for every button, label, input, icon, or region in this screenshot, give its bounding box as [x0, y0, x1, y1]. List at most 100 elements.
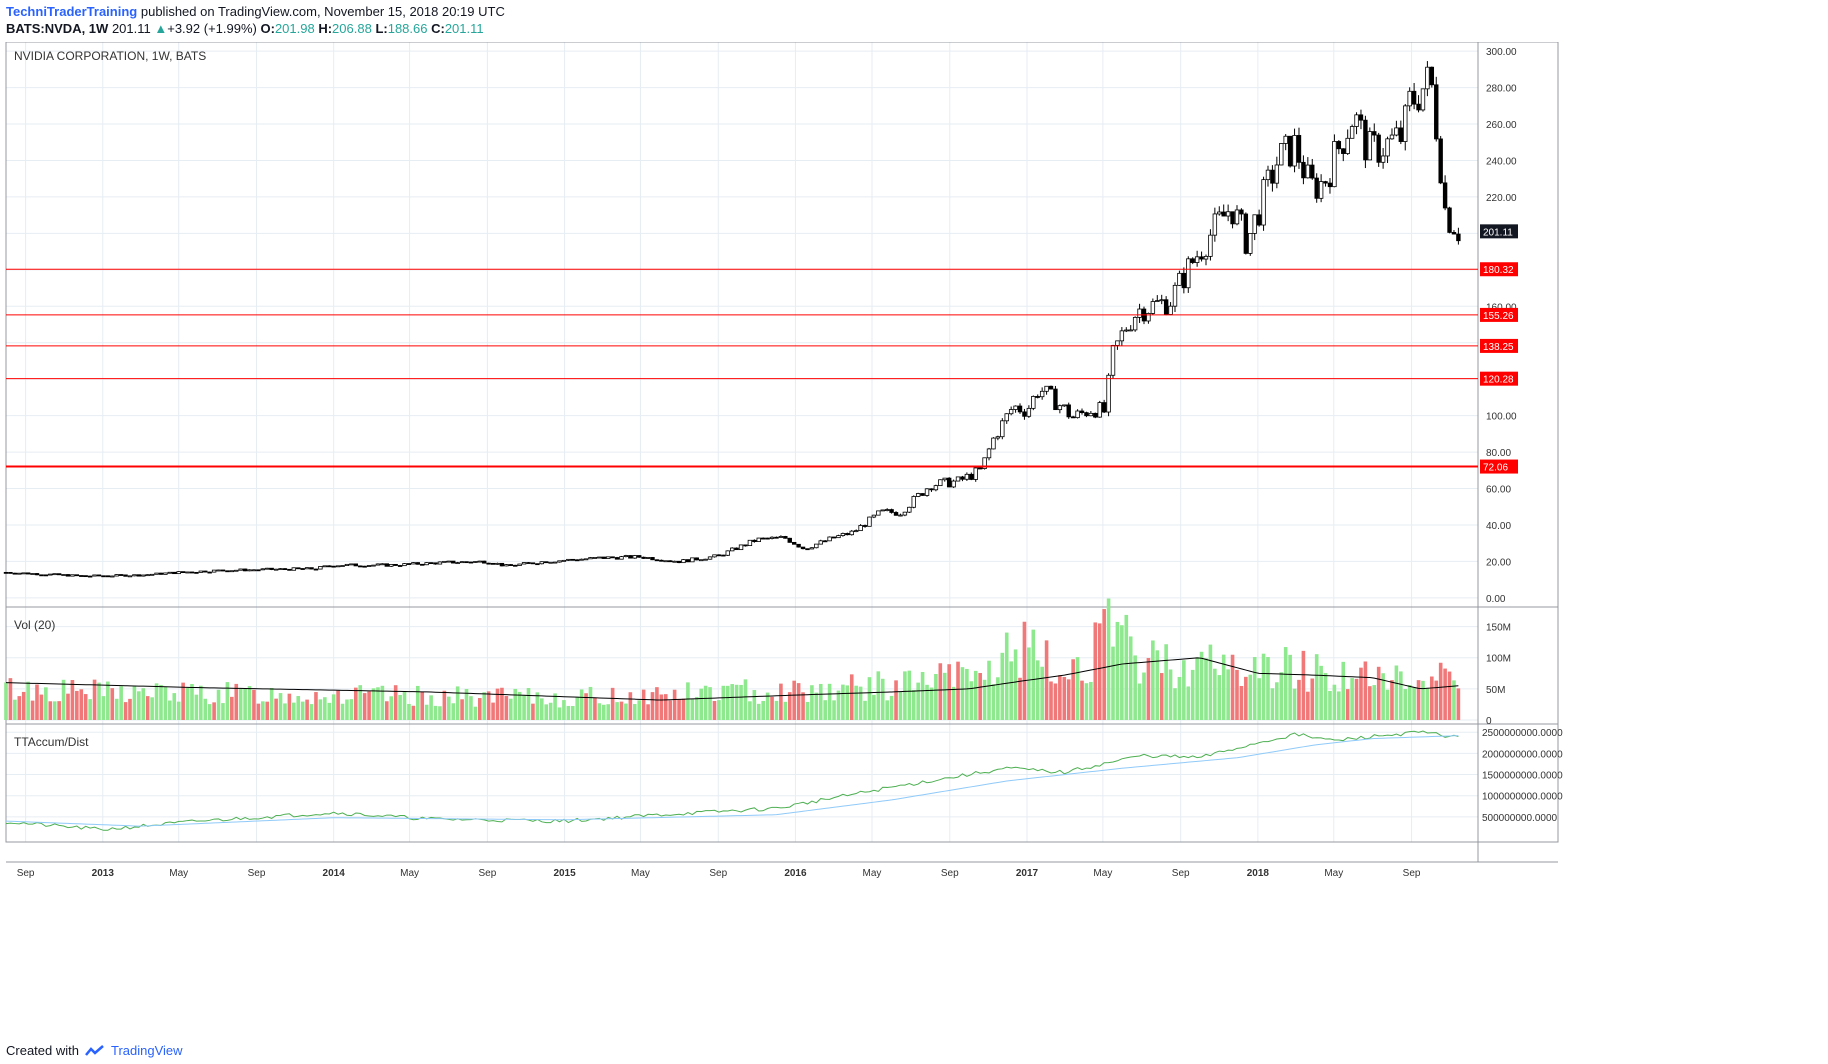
candle-body [707, 556, 713, 560]
volume-bar [1235, 669, 1239, 720]
candle-body [101, 575, 106, 578]
candle-body [592, 557, 598, 559]
candle-body [136, 574, 142, 577]
volume-bar [863, 700, 867, 720]
volume-bar [1438, 662, 1443, 720]
volume-bar [238, 688, 243, 720]
candle-body [836, 535, 841, 539]
volume-bar [1089, 681, 1093, 720]
candle-body [1341, 148, 1346, 154]
candle-body [87, 575, 93, 578]
candle-body [1358, 114, 1364, 121]
candle-body [849, 530, 854, 536]
volume-bar [376, 687, 380, 720]
volume-bar [278, 693, 283, 720]
candle-body [442, 560, 447, 563]
volume-bar [925, 684, 929, 720]
candle-body [924, 488, 930, 496]
volume-bar [1049, 681, 1053, 720]
price-tick-label: 40.00 [1486, 521, 1511, 532]
candle-body [34, 573, 40, 576]
volume-bar [535, 692, 540, 720]
volume-bar [756, 703, 761, 720]
volume-bar [185, 687, 190, 720]
candle-body [424, 562, 429, 566]
volume-title: Vol (20) [14, 618, 55, 632]
author-link[interactable]: TechniTraderTraining [6, 4, 138, 19]
candle-body [570, 558, 575, 561]
volume-bar [690, 699, 695, 720]
chart-canvas[interactable]: NVIDIA CORPORATION, 1W, BATS 0.00 20.00 40… [0, 42, 1828, 1042]
candle-body [1150, 301, 1156, 314]
time-tick-label: Sep [1172, 868, 1190, 879]
volume-bar [30, 700, 35, 720]
volume-bars [4, 598, 1461, 720]
time-tick-label: May [863, 868, 882, 879]
volume-bar [956, 661, 960, 720]
accum-tick-label: 1000000000.0000 [1482, 792, 1563, 803]
horizontal-levels[interactable]: 180.32 155.26 138.25 120.28 72.06 [6, 262, 1518, 474]
time-tick-label: 2015 [553, 868, 576, 879]
volume-bar [150, 697, 154, 720]
volume-bar [1022, 621, 1027, 720]
volume-bar [1314, 654, 1319, 720]
tradingview-link[interactable]: TradingView [110, 1043, 183, 1058]
symbol-label: BATS:NVDA, 1W [6, 21, 109, 36]
volume-bar [349, 699, 354, 720]
accum-dist-lines [5, 730, 1459, 831]
candle-body [393, 563, 398, 566]
candle-body [176, 571, 181, 575]
candle-body [1035, 396, 1040, 398]
candle-body [278, 568, 283, 571]
volume-bar [8, 678, 13, 720]
candle-body [1212, 213, 1218, 236]
volume-bar [1390, 680, 1394, 720]
candle-body [1115, 340, 1120, 346]
candle-body [291, 567, 297, 571]
candle-body [52, 573, 57, 576]
candle-body [96, 574, 102, 577]
candle-body [172, 571, 177, 575]
volume-bar [1403, 689, 1408, 720]
tradingview-logo-icon [85, 1044, 104, 1056]
volume-bar [1421, 680, 1425, 720]
candle-body [1163, 299, 1169, 315]
candle-body [331, 565, 336, 568]
volume-bar [570, 706, 575, 720]
volume-bar [725, 685, 730, 720]
price-axis[interactable]: 0.0020.0040.0060.0080.00100.00120.00140.… [1486, 47, 1517, 605]
candle-body [304, 567, 310, 570]
volume-bar [70, 680, 75, 720]
volume-bar [1341, 661, 1346, 720]
candle-body [247, 569, 252, 572]
candle-body [499, 562, 505, 567]
volume-bar [119, 686, 123, 720]
candle-body [973, 467, 978, 480]
volume-bar [562, 700, 566, 720]
candle-body [1243, 213, 1249, 254]
time-axis[interactable]: Sep 2013 May Sep 2014 May Sep 2015 May Sep 2016 May… [6, 861, 1558, 879]
candle-body [1013, 405, 1018, 410]
volume-bar [880, 678, 885, 720]
volume-bar [650, 692, 655, 720]
volume-bar [699, 688, 703, 720]
candle-body [991, 437, 996, 450]
candle-body [552, 561, 558, 564]
price-tick-label: 0.00 [1486, 594, 1506, 605]
volume-bar [517, 691, 522, 720]
volume-bar [1164, 644, 1168, 720]
candle-body [1438, 138, 1443, 184]
volume-bar [97, 682, 101, 720]
candle-body [548, 561, 553, 564]
volume-bar [1319, 665, 1323, 720]
volume-bar [916, 682, 920, 720]
volume-bar [770, 696, 774, 720]
volume-bar [393, 685, 398, 720]
volume-bar [951, 686, 956, 720]
candle-body [256, 569, 261, 572]
candle-body [1327, 182, 1333, 188]
candle-body [318, 566, 323, 570]
volume-bar [624, 703, 628, 720]
volume-bar [584, 693, 588, 720]
candle-body [1279, 143, 1284, 166]
